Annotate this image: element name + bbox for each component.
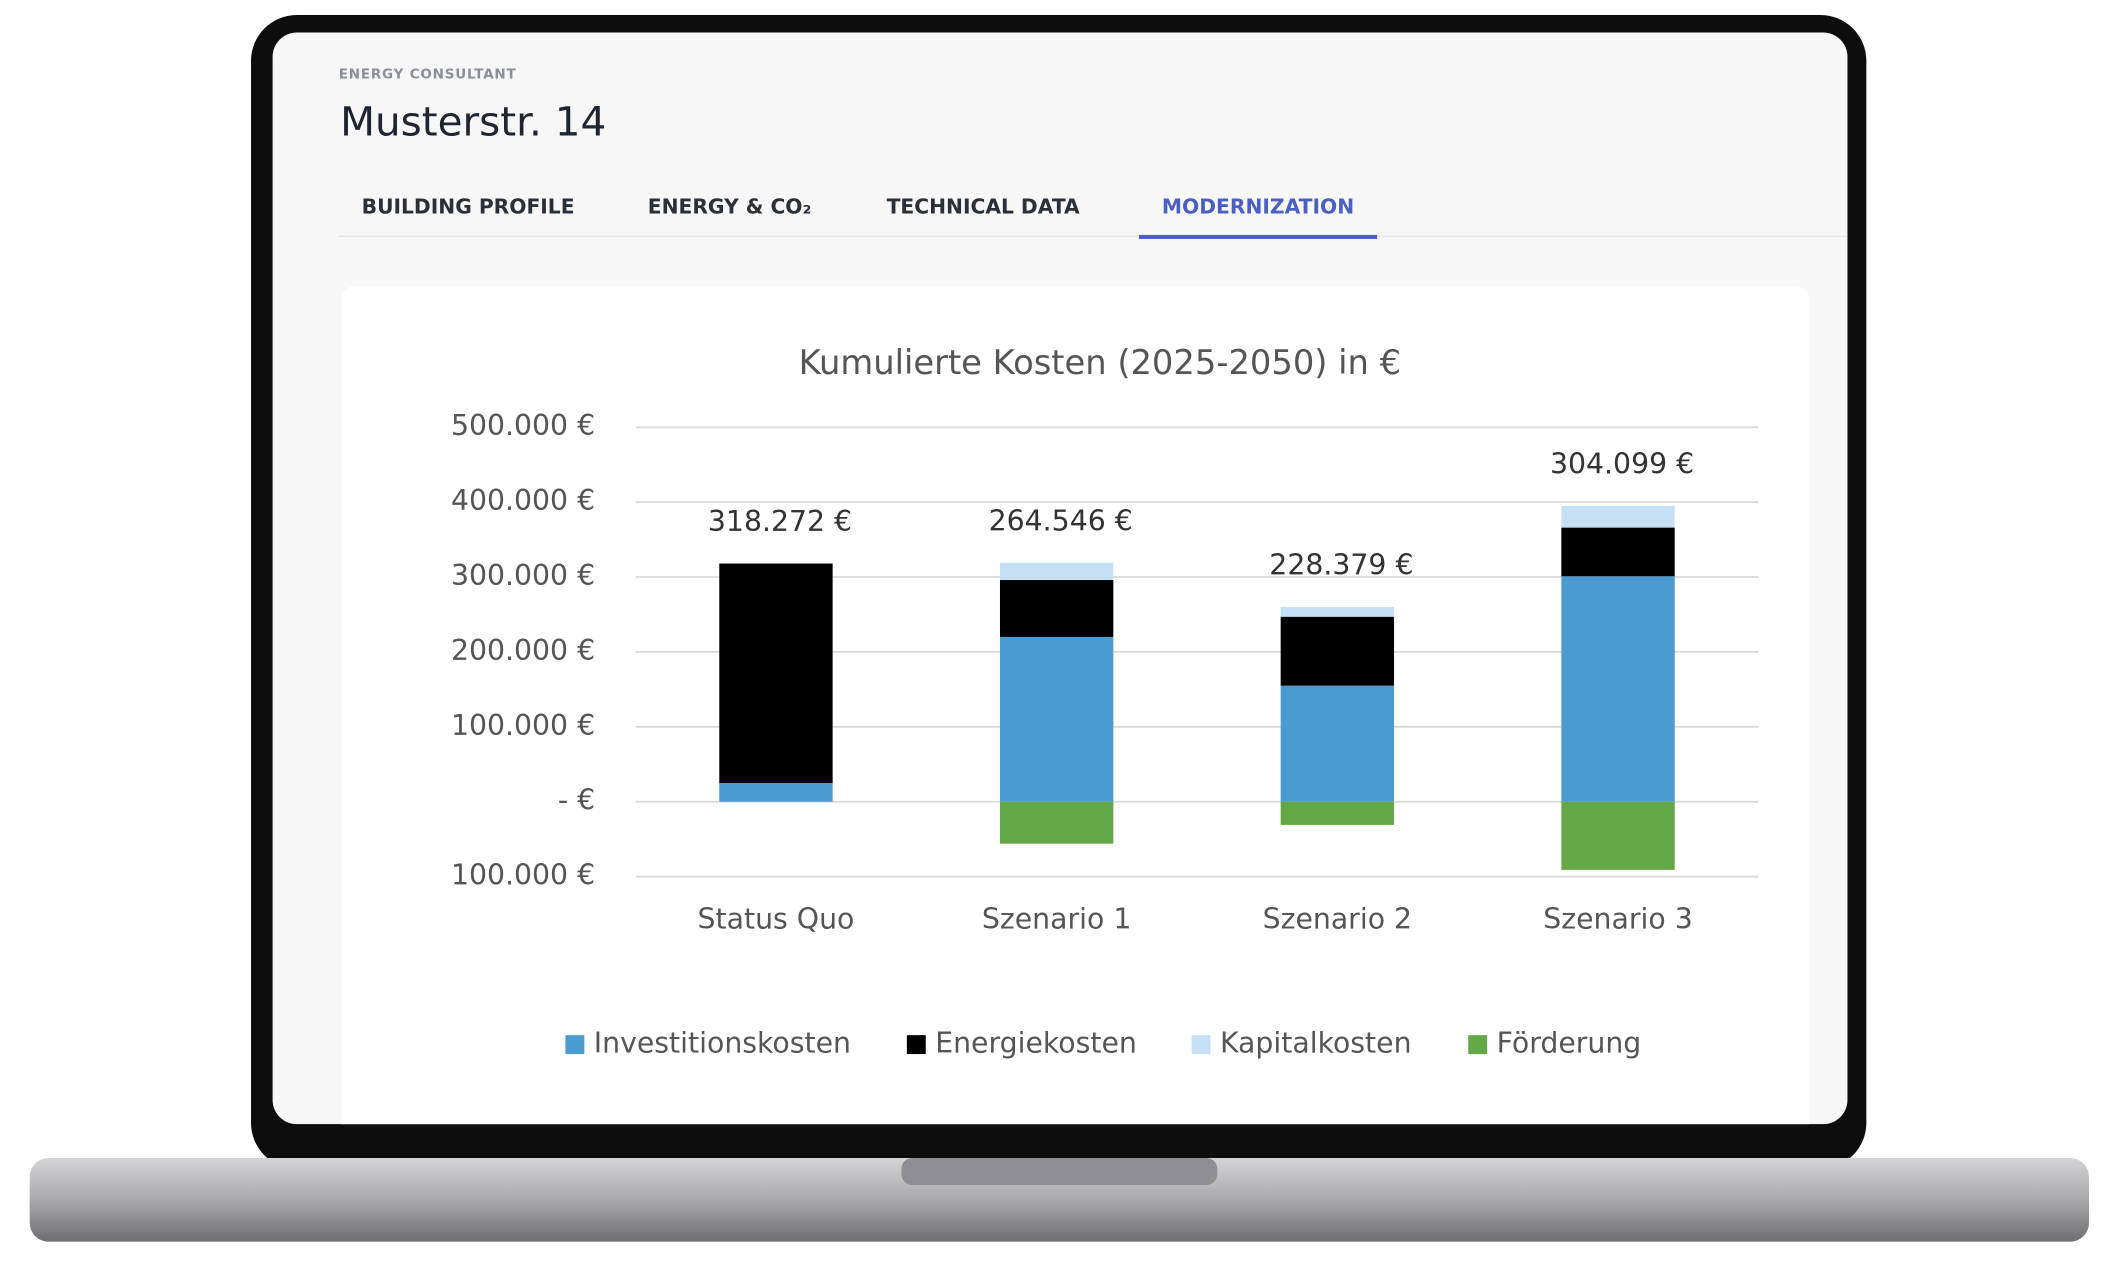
bar-segment bbox=[1561, 801, 1675, 870]
legend-swatch bbox=[906, 1035, 926, 1055]
bar-segment bbox=[1280, 616, 1395, 686]
bar-segment bbox=[719, 563, 833, 783]
bar-segment bbox=[999, 562, 1114, 581]
x-tick-label: Szenario 1 bbox=[982, 902, 1131, 935]
y-tick-label: 200.000 € bbox=[451, 634, 595, 667]
y-tick-label: 500.000 € bbox=[451, 409, 595, 442]
x-tick-label: Status Quo bbox=[698, 902, 855, 935]
notch bbox=[901, 1157, 1218, 1185]
tab[interactable]: TECHNICAL DATA bbox=[887, 194, 1080, 218]
active-tab-indicator bbox=[1138, 234, 1378, 239]
total-label: 304.099 € bbox=[1550, 447, 1694, 480]
total-label: 228.379 € bbox=[1269, 548, 1413, 581]
laptop-base bbox=[29, 1157, 2090, 1242]
bar-segment bbox=[1561, 505, 1675, 528]
eyebrow: ENERGY CONSULTANT bbox=[339, 66, 517, 82]
x-tick-label: Szenario 2 bbox=[1263, 902, 1412, 935]
bar-segment bbox=[1280, 801, 1395, 825]
legend-swatch bbox=[1191, 1035, 1211, 1055]
total-label: 318.272 € bbox=[708, 505, 852, 538]
tab[interactable]: MODERNIZATION bbox=[1162, 194, 1354, 218]
bar-segment bbox=[1280, 685, 1395, 802]
legend-swatch bbox=[1468, 1035, 1488, 1055]
legend-swatch bbox=[565, 1035, 585, 1055]
y-tick-label: 400.000 € bbox=[451, 484, 595, 517]
y-tick-label: 300.000 € bbox=[451, 559, 595, 592]
tab[interactable]: BUILDING PROFILE bbox=[362, 194, 575, 218]
bar-segment bbox=[1561, 527, 1675, 577]
bar-segment bbox=[719, 782, 833, 802]
bar-segment bbox=[1280, 606, 1395, 617]
x-tick-label: Szenario 3 bbox=[1543, 902, 1692, 935]
legend-label: Förderung bbox=[1497, 1027, 1642, 1060]
total-label: 264.546 € bbox=[989, 504, 1133, 537]
y-tick-label: 100.000 € bbox=[451, 859, 595, 892]
legend-label: Energiekosten bbox=[935, 1027, 1137, 1060]
bar-segment bbox=[999, 801, 1114, 844]
y-tick-label: 100.000 € bbox=[451, 709, 595, 742]
tab[interactable]: ENERGY & CO₂ bbox=[648, 194, 812, 218]
page-title: Musterstr. 14 bbox=[340, 97, 606, 145]
y-tick-label: - € bbox=[558, 784, 595, 817]
bar-segment bbox=[999, 636, 1114, 802]
bar-segment bbox=[999, 580, 1114, 637]
chart-title: Kumulierte Kosten (2025-2050) in € bbox=[799, 343, 1401, 382]
bezel-bottom bbox=[272, 1124, 1848, 1158]
legend-label: Kapitalkosten bbox=[1220, 1027, 1412, 1060]
bar-segment bbox=[1561, 576, 1675, 802]
legend-label: Investitionskosten bbox=[594, 1027, 851, 1060]
